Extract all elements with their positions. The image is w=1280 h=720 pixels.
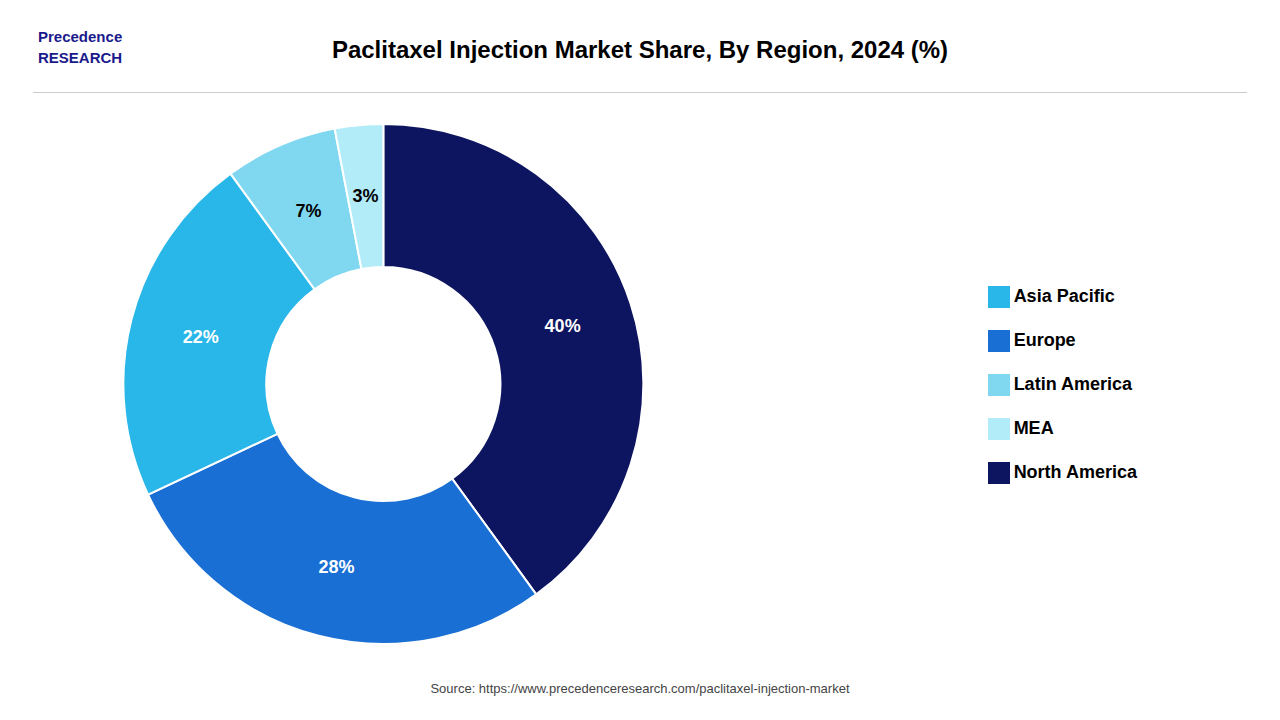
svg-text:28%: 28%	[318, 557, 354, 577]
svg-text:3%: 3%	[353, 186, 379, 206]
html-text:Latin America: Latin America	[1013, 374, 1132, 394]
html-text:Paclitaxel Injection Market Sh: Paclitaxel Injection Market Share, By Re…	[331, 36, 949, 63]
html-text:RESEARCH: RESEARCH	[38, 49, 123, 66]
html-text:Source: https://www.precedence: Source: https://www.precedenceresearch.c…	[430, 681, 850, 696]
html-text:Asia Pacific: Asia Pacific	[1013, 286, 1115, 306]
html-text:MEA: MEA	[1013, 418, 1054, 438]
html-text:Europe: Europe	[1013, 330, 1076, 350]
svg-text:22%: 22%	[183, 327, 219, 347]
html-text:Precedence: Precedence	[38, 28, 123, 45]
svg-text:40%: 40%	[545, 316, 581, 336]
html-text:North America: North America	[1013, 462, 1137, 482]
svg-text:7%: 7%	[295, 201, 321, 221]
